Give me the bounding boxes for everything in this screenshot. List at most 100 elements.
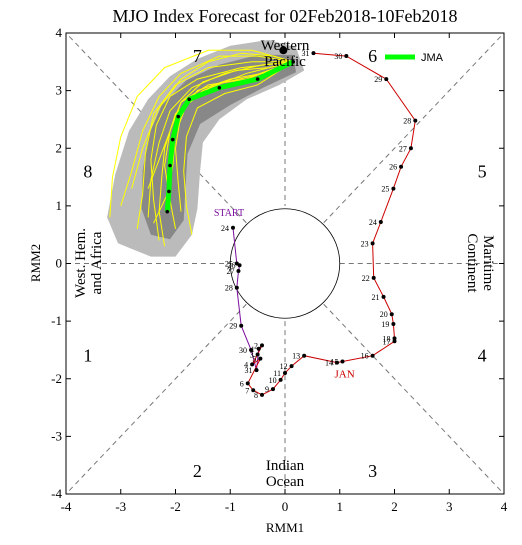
observed-day-label: 31 (301, 49, 309, 58)
phase-number: 4 (478, 346, 487, 366)
observed-point (391, 186, 396, 191)
observed-point (392, 339, 397, 344)
observed-point (311, 51, 316, 56)
observed-point (258, 356, 263, 361)
observed-point (250, 362, 255, 367)
observed-point (256, 346, 261, 351)
observed-day-label: 11 (273, 369, 281, 378)
observed-day-label: 30 (239, 346, 247, 355)
phase-number: 8 (83, 161, 92, 181)
region-top-line2: Pacific (264, 54, 306, 70)
unit-circle (229, 208, 341, 319)
observed-point (245, 381, 250, 386)
y-tick-label: 3 (56, 83, 63, 98)
observed-day-label: 10 (269, 376, 277, 385)
phase-number: 3 (368, 461, 377, 481)
ensemble-mean-point (217, 85, 222, 90)
phase-diagram-guides (65, 32, 505, 495)
observed-day-label: 26 (228, 261, 236, 270)
ensemble-member-line (120, 55, 294, 207)
y-tick-label: 2 (56, 140, 63, 155)
observed-point (260, 343, 265, 348)
observed-point (371, 275, 376, 280)
legend-label: JMA (421, 52, 444, 64)
ensemble-member-line (158, 61, 294, 247)
ensemble-member-line (150, 61, 294, 241)
chart-title: MJO Index Forecast for 02Feb2018-10Feb20… (113, 6, 458, 26)
observed-day-label: 27 (399, 144, 407, 153)
observed-point (270, 387, 275, 392)
observed-day-label: 20 (380, 310, 388, 319)
observed-point (335, 360, 340, 365)
observed-day-label: 28 (403, 117, 411, 126)
observed-day-label: 13 (292, 352, 300, 361)
x-tick-label: -3 (115, 499, 126, 514)
observed-point (289, 364, 294, 369)
observed-point (234, 285, 239, 290)
x-tick-label: 4 (501, 499, 508, 514)
ensemble-member-line (147, 61, 294, 218)
observed-day-label: 14 (325, 359, 333, 368)
observed-point (249, 347, 254, 352)
guide-diagonal-3 (65, 303, 247, 495)
x-tick-label: -4 (61, 499, 72, 514)
observed-point (399, 164, 404, 169)
observed-point (302, 353, 307, 358)
x-axis-label: RMM1 (266, 520, 304, 535)
y-tick-label: -1 (51, 313, 62, 328)
observed-day-label: 12 (280, 362, 288, 371)
observed-day-label: 4 (244, 360, 248, 369)
observed-day-label: 24 (221, 224, 229, 233)
observed-day-label: 7 (245, 386, 249, 395)
observed-point (408, 146, 413, 151)
region-left-line2: and Africa (89, 231, 105, 294)
observed-day-label: 17 (383, 337, 391, 346)
observed-point (389, 312, 394, 317)
guide-diagonal-4 (323, 303, 505, 495)
region-bottom-line1: Indian (266, 458, 305, 474)
ensemble-mean-point (187, 97, 191, 102)
ensemble-mean-point (170, 137, 175, 142)
region-right-line2: Continent (464, 233, 480, 293)
phase-number: 6 (368, 46, 377, 66)
observed-day-label: 15 (330, 357, 338, 366)
observed-day-label: 19 (381, 320, 389, 329)
ensemble-mean-point (255, 77, 260, 81)
current-position-marker (279, 46, 288, 55)
y-tick-label: 0 (56, 256, 63, 271)
ensemble-member-line (131, 52, 294, 189)
observed-day-label: 18 (383, 334, 391, 343)
ensemble-mean (164, 59, 296, 214)
y-tick-label: -2 (51, 371, 62, 386)
y-tick-label: 4 (56, 25, 63, 40)
observed-day-label: 25 (381, 185, 389, 194)
x-tick-label: -1 (225, 499, 236, 514)
observed-point (378, 220, 383, 225)
observed-day-label: 24 (369, 218, 377, 227)
y-tick-label: -4 (51, 486, 62, 501)
ensemble-mean-point (167, 189, 171, 194)
observed-day-label: 21 (372, 293, 380, 302)
observed-day-label: 3 (250, 351, 254, 360)
observed-point (278, 377, 283, 382)
ensemble-mean-point (291, 60, 296, 64)
observed-day-label: 31 (245, 366, 253, 375)
ensemble-mean-point (168, 163, 172, 168)
observed-point (381, 294, 386, 299)
x-tick-label: 1 (337, 499, 344, 514)
observed-day-label: 29 (374, 75, 382, 84)
region-right-line1: Maritime (480, 235, 496, 291)
observed-point (283, 370, 287, 375)
observed-day-label: 30 (334, 52, 342, 61)
observed-point (384, 77, 389, 82)
region-bottom-line2: Ocean (266, 474, 305, 490)
observed-day-label: 2 (254, 341, 258, 350)
observed-point (236, 268, 241, 273)
phase-number: 1 (83, 346, 92, 366)
region-left: West. Hem. and Africa (73, 228, 105, 298)
observed-day-label: 29 (229, 322, 237, 331)
observed-day-label: 16 (361, 352, 369, 361)
ensemble-member-line (136, 61, 294, 229)
